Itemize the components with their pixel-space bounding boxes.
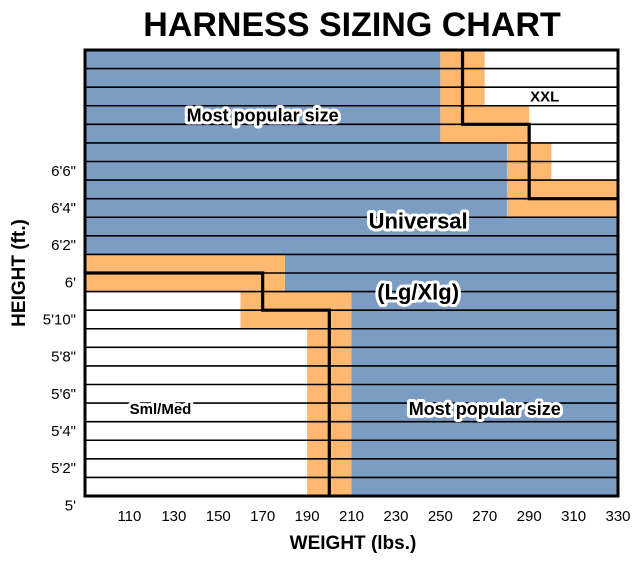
size-boundaries bbox=[85, 50, 618, 496]
y-tick-label: 5'8" bbox=[51, 349, 76, 366]
zone-universal-lg-xlg-band bbox=[351, 328, 618, 496]
boundary-upper bbox=[460, 50, 618, 201]
zone-annotation: Most popular size bbox=[187, 105, 339, 125]
y-tick-label: 5'4" bbox=[51, 423, 76, 440]
zone-annotation: Universal bbox=[369, 209, 468, 234]
zone-annotation: (Lg/Xlg) bbox=[377, 279, 459, 304]
y-tick-label: 5'2" bbox=[51, 460, 76, 477]
chart-title: HARNESS SIZING CHART bbox=[143, 6, 561, 44]
x-tick-label: 170 bbox=[250, 508, 275, 525]
grid-lines bbox=[85, 67, 618, 479]
y-tick-labels: 6'6" 6'4" 6'2" 6' 5'10" 5'8" 5'6" 5'4" 5'2" 5' bbox=[43, 163, 76, 514]
x-tick-label: 290 bbox=[517, 508, 542, 525]
x-tick-label: 310 bbox=[561, 508, 586, 525]
zone-annotation: XXL bbox=[530, 89, 559, 106]
zone-annotation: Most popular size bbox=[409, 399, 561, 419]
zone-annotations: XXL Most popular size Universal (Lg/Xlg) Sml… bbox=[127, 86, 564, 422]
y-tick-label: 6'4" bbox=[51, 200, 76, 217]
x-tick-label: 250 bbox=[428, 508, 453, 525]
x-tick-label: 130 bbox=[161, 508, 186, 525]
x-tick-label: 190 bbox=[295, 508, 320, 525]
y-axis-label: HEIGHT (ft.) bbox=[9, 219, 30, 327]
x-tick-label: 110 bbox=[117, 508, 141, 525]
x-tick-label: 210 bbox=[339, 508, 364, 525]
y-tick-label: 5'6" bbox=[51, 386, 76, 403]
plot-frame bbox=[83, 48, 620, 498]
y-tick-label: 5' bbox=[65, 497, 76, 514]
y-tick-label: 6'2" bbox=[51, 237, 76, 254]
x-tick-label: 150 bbox=[206, 508, 231, 525]
x-tick-label: 230 bbox=[383, 508, 408, 525]
x-tick-label: 270 bbox=[472, 508, 497, 525]
x-tick-label: 330 bbox=[605, 508, 630, 525]
zone-xxl-band bbox=[484, 50, 618, 106]
y-tick-label: 5'10" bbox=[43, 311, 76, 328]
y-tick-label: 6'6" bbox=[51, 163, 76, 180]
x-tick-labels: 110 130 150 170 190 210 230 250 270 290 310 330 bbox=[117, 508, 630, 525]
boundary-lower bbox=[85, 271, 331, 496]
zone-annotation: Sml/Med bbox=[130, 401, 192, 418]
y-tick-label: 6' bbox=[65, 274, 76, 291]
x-axis-label: WEIGHT (lbs.) bbox=[290, 533, 417, 554]
zone-universal-lg-xlg-band bbox=[85, 50, 441, 106]
zone-sml-med-band bbox=[85, 328, 308, 496]
